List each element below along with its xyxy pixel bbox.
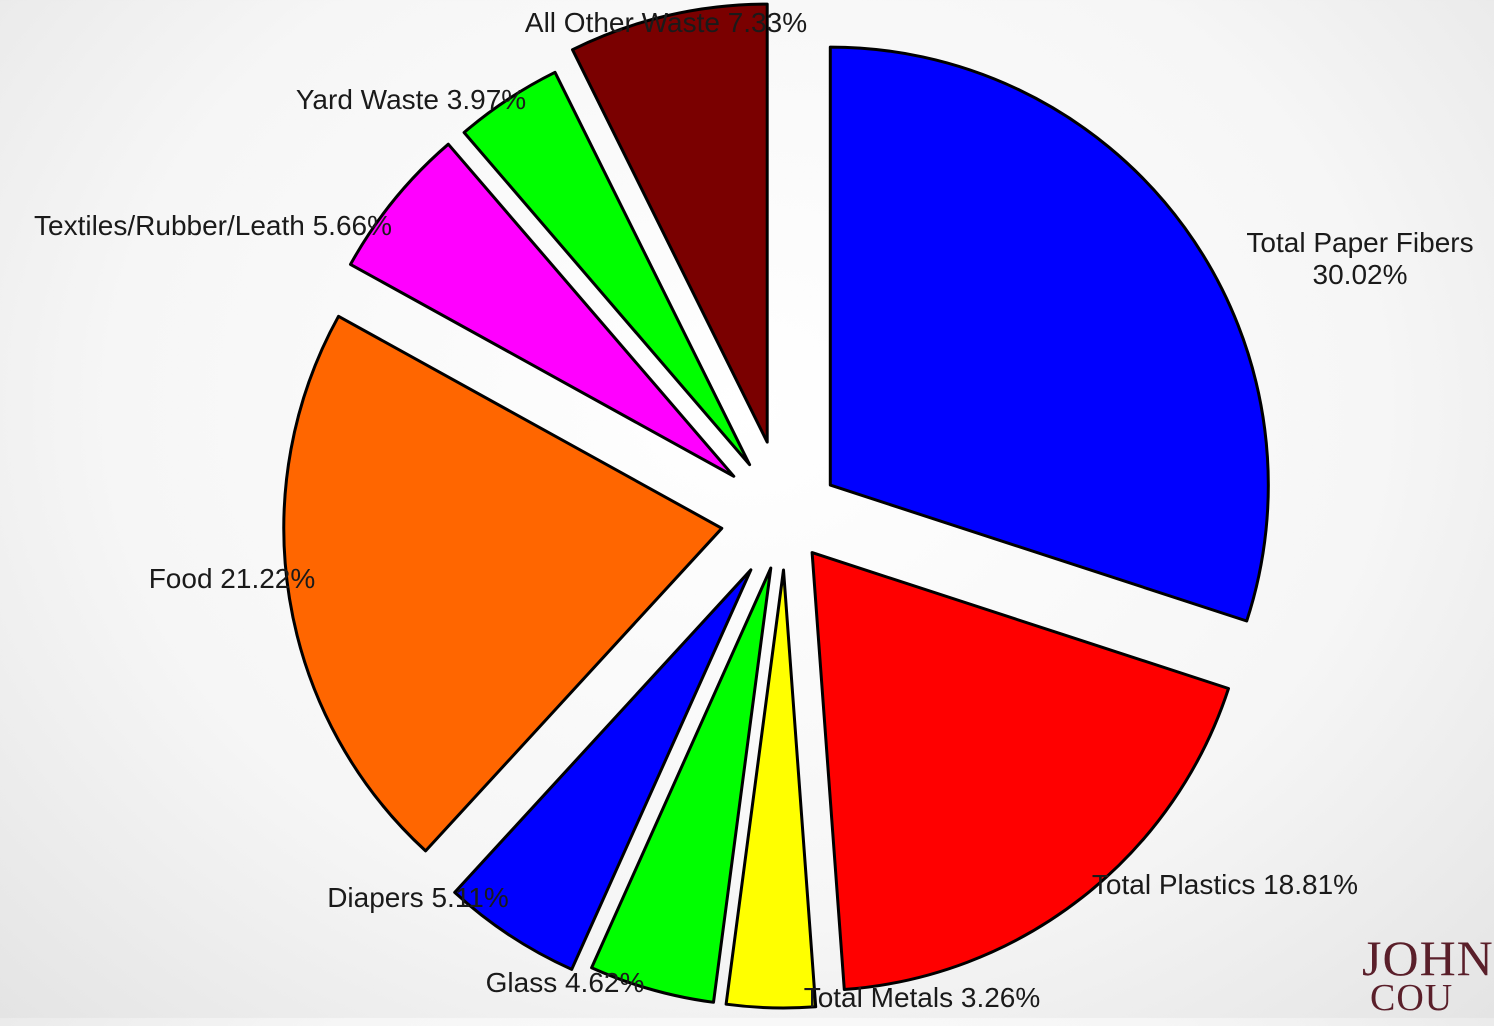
logo-line-2: COU [1370, 977, 1454, 1019]
slice-textiles-rubber-leath [349, 142, 736, 478]
slice-total-plastics [810, 551, 1230, 991]
label-total-metals: Total Metals 3.26% [804, 982, 1041, 1013]
label-yard-waste: Yard Waste 3.97% [296, 84, 526, 115]
label-glass: Glass 4.62% [486, 967, 645, 998]
label-total-plastics: Total Plastics 18.81% [1092, 869, 1358, 900]
label-diapers: Diapers 5.11% [327, 882, 509, 913]
slice-yard-waste [462, 70, 752, 467]
slice-total-paper-fibers [828, 45, 1270, 623]
slice-diapers [453, 568, 753, 971]
logo-line-1: JOHN [1362, 936, 1494, 986]
label-total-paper-fibers: Total Paper Fibers 30.02% [1246, 227, 1473, 290]
slice-total-metals [724, 568, 818, 1010]
slice-food [282, 314, 724, 853]
label-food: Food 21.22% [149, 563, 316, 594]
logo: JOHN COU [1362, 936, 1494, 1026]
label-textiles-rubber-leath: Textiles/Rubber/Leath 5.66% [34, 210, 392, 241]
pie-labels: Total Paper Fibers 30.02% Total Plastics 1… [34, 7, 1474, 1013]
slice-all-other-waste [571, 2, 769, 444]
label-all-other-waste: All Other Waste 7.33% [525, 7, 807, 38]
slice-glass [590, 566, 773, 1004]
pie-slices [282, 2, 1270, 1010]
